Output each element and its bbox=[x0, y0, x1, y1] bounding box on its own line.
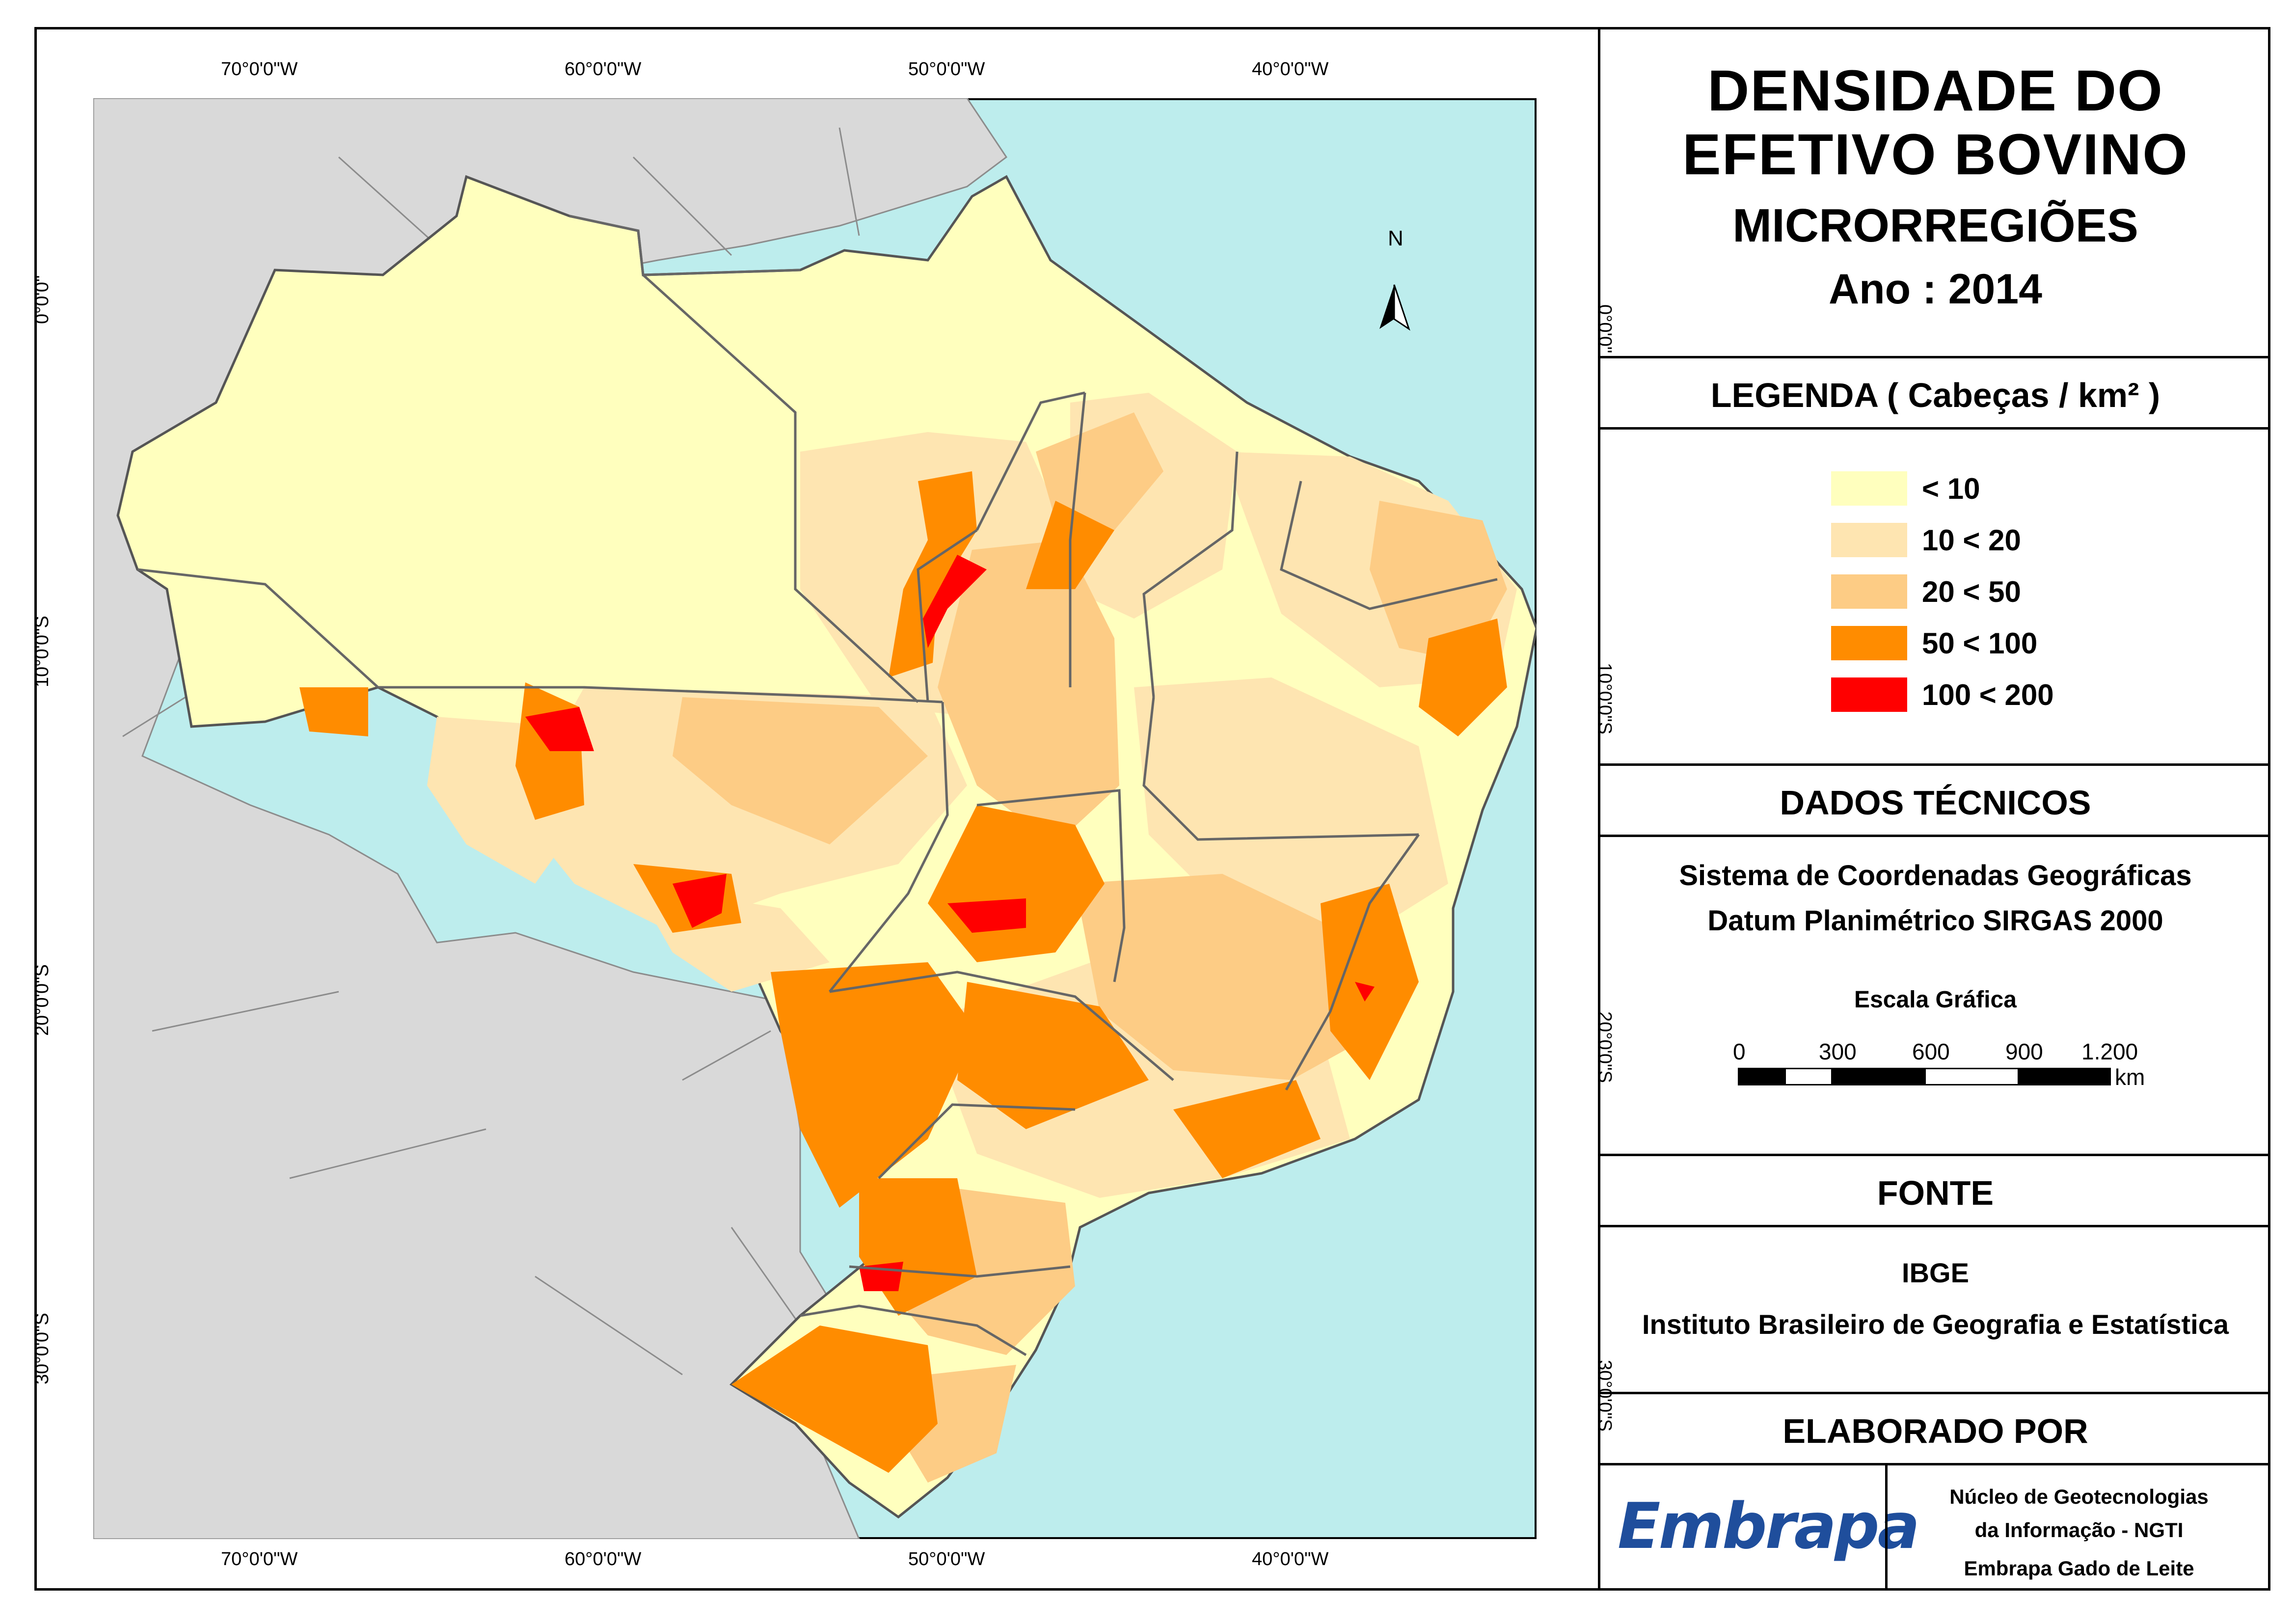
scale-tick-0: 0 bbox=[1733, 1039, 1746, 1064]
state-borders bbox=[137, 215, 1498, 1356]
neighbor-borders bbox=[122, 127, 860, 1376]
tech-header-section: DADOS TÉCNICOS bbox=[1600, 766, 2270, 837]
region-rj bbox=[1173, 1080, 1321, 1178]
legend-item-3: 20 < 50 bbox=[1831, 574, 2021, 609]
scale-segment-4 bbox=[1924, 1068, 2021, 1085]
scale-segment-3 bbox=[1831, 1068, 1924, 1085]
embrapa-logo-text: Embrapa bbox=[1618, 1490, 1920, 1563]
source-ibge: IBGE bbox=[1902, 1257, 1969, 1288]
region-para-red bbox=[923, 555, 987, 648]
coordinate-system: Sistema de Coordenadas Geográficas bbox=[1679, 860, 2192, 892]
source-full-name: Instituto Brasileiro de Geografia e Esta… bbox=[1642, 1309, 2229, 1340]
region-ms bbox=[771, 962, 977, 1208]
coord-left-30s: 30°0'0"S bbox=[32, 1313, 53, 1384]
source-section: IBGE Instituto Brasileiro de Geografia e… bbox=[1600, 1227, 2270, 1394]
scale-title: Escala Gráfica bbox=[1854, 987, 2017, 1013]
region-maranhao-west bbox=[1036, 412, 1163, 530]
region-minas bbox=[1075, 874, 1379, 1080]
region-es-red bbox=[1355, 982, 1375, 1001]
legend-item-5: 100 < 200 bbox=[1831, 677, 2054, 712]
coord-bottom-40w: 40°0'0"W bbox=[1252, 1549, 1329, 1570]
north-arrow-left bbox=[1379, 285, 1394, 329]
legend-label-1: < 10 bbox=[1922, 472, 1980, 505]
legend-label-5: 100 < 200 bbox=[1922, 678, 2054, 711]
coord-left-10s: 10°0'0"S bbox=[32, 616, 53, 687]
class-20-50-regions bbox=[673, 412, 1507, 1483]
legend-header: LEGENDA ( Cabeças / km² ) bbox=[1710, 376, 2160, 414]
scale-segment-2 bbox=[1784, 1068, 1834, 1085]
region-tocantins bbox=[938, 540, 1119, 844]
source-header: FONTE bbox=[1877, 1174, 1994, 1212]
legend-section: < 10 10 < 20 20 < 50 50 < 100 100 < 200 bbox=[1600, 430, 2270, 766]
choropleth-map: N bbox=[93, 98, 1537, 1539]
legend-item-1: < 10 bbox=[1831, 471, 1980, 506]
legend-label-2: 10 < 20 bbox=[1922, 523, 2021, 557]
scale-tick-900: 900 bbox=[2005, 1039, 2043, 1064]
region-para-south bbox=[889, 471, 977, 677]
legend-label-3: 20 < 50 bbox=[1922, 575, 2021, 608]
coord-top-40w: 40°0'0"W bbox=[1252, 59, 1329, 80]
north-arrow-right bbox=[1393, 284, 1410, 331]
coord-top-70w: 70°0'0"W bbox=[221, 59, 298, 80]
coord-left-20s: 20°0'0"S bbox=[32, 964, 53, 1036]
legend-item-4: 50 < 100 bbox=[1831, 626, 2037, 660]
title-section: DENSIDADE DO EFETIVO BOVINO MICRORREGIÕE… bbox=[1600, 29, 2270, 358]
coord-bottom-60w: 60°0'0"W bbox=[565, 1549, 642, 1570]
coord-top-50w: 50°0'0"W bbox=[908, 59, 985, 80]
scale-segment-5 bbox=[2018, 1068, 2111, 1085]
legend-header-section: LEGENDA ( Cabeças / km² ) bbox=[1600, 358, 2270, 430]
credit-section: Embrapa Núcleo de Geotecnologias da Info… bbox=[1600, 1465, 2270, 1588]
region-goias-red bbox=[947, 898, 1026, 933]
coord-bottom-50w: 50°0'0"W bbox=[908, 1549, 985, 1570]
made-by-header: ELABORADO POR bbox=[1782, 1412, 2088, 1450]
credit-line2: da Informação - NGTI bbox=[1974, 1518, 2184, 1542]
legend-item-2: 10 < 20 bbox=[1831, 523, 2021, 557]
scale-segment-1 bbox=[1738, 1068, 1784, 1085]
scale-unit: km bbox=[2115, 1064, 2145, 1090]
embrapa-logo: Embrapa bbox=[1618, 1490, 1920, 1583]
region-ne-coast bbox=[1370, 501, 1507, 663]
map-title-line1: DENSIDADE DO bbox=[1707, 58, 2163, 123]
datum: Datum Planimétrico SIRGAS 2000 bbox=[1707, 905, 2163, 937]
region-bahia bbox=[1134, 677, 1448, 933]
region-sc-red bbox=[859, 1262, 903, 1291]
north-label: N bbox=[1388, 226, 1404, 250]
region-mt-red bbox=[673, 874, 727, 928]
tech-section: Sistema de Coordenadas Geográficas Datum… bbox=[1600, 837, 2270, 1156]
map-subtitle: MICRORREGIÕES bbox=[1732, 199, 2138, 252]
scale-bar: 0 300 600 900 1.200 km bbox=[1733, 1039, 2145, 1090]
scale-tick-300: 300 bbox=[1819, 1039, 1857, 1064]
outer-frame: 70°0'0"W 60°0'0"W 50°0'0"W 40°0'0"W 70°0… bbox=[32, 27, 2270, 1593]
map-year: Ano : 2014 bbox=[1829, 266, 2042, 313]
credit-divider bbox=[1885, 1465, 1888, 1588]
region-rondonia-red bbox=[525, 707, 594, 751]
legend-swatch-2 bbox=[1831, 523, 1907, 557]
legend-label-4: 50 < 100 bbox=[1922, 626, 2038, 660]
legend-swatch-5 bbox=[1831, 677, 1907, 712]
tech-header: DADOS TÉCNICOS bbox=[1780, 784, 2091, 822]
credit-line3: Embrapa Gado de Leite bbox=[1964, 1557, 2194, 1580]
coord-top-60w: 60°0'0"W bbox=[565, 59, 642, 80]
coord-bottom-70w: 70°0'0"W bbox=[221, 1549, 298, 1570]
credit-line1: Núcleo de Geotecnologias bbox=[1949, 1485, 2209, 1508]
region-mato-grosso-north bbox=[673, 697, 928, 844]
region-ne-east bbox=[1419, 619, 1507, 736]
legend-swatch-1 bbox=[1831, 471, 1907, 506]
source-header-section: FONTE bbox=[1600, 1156, 2270, 1227]
info-panel: DENSIDADE DO EFETIVO BOVINO MICRORREGIÕE… bbox=[1598, 29, 2270, 1588]
scale-tick-600: 600 bbox=[1912, 1039, 1950, 1064]
legend-swatch-3 bbox=[1831, 574, 1907, 609]
region-acre bbox=[299, 687, 368, 736]
made-by-header-section: ELABORADO POR bbox=[1600, 1394, 2270, 1465]
map-title-line2: EFETIVO BOVINO bbox=[1682, 122, 2189, 187]
region-mg-east bbox=[1321, 884, 1419, 1080]
north-arrow bbox=[1379, 284, 1410, 331]
region-rs-west bbox=[731, 1326, 938, 1473]
scale-tick-1200: 1.200 bbox=[2081, 1039, 2138, 1064]
legend-swatch-4 bbox=[1831, 626, 1907, 660]
credit-text: Núcleo de Geotecnologias da Informação -… bbox=[1888, 1480, 2270, 1585]
map-area: 70°0'0"W 60°0'0"W 50°0'0"W 40°0'0"W 70°0… bbox=[32, 29, 1632, 1593]
coord-left-0: 0°0'0" bbox=[32, 275, 53, 324]
